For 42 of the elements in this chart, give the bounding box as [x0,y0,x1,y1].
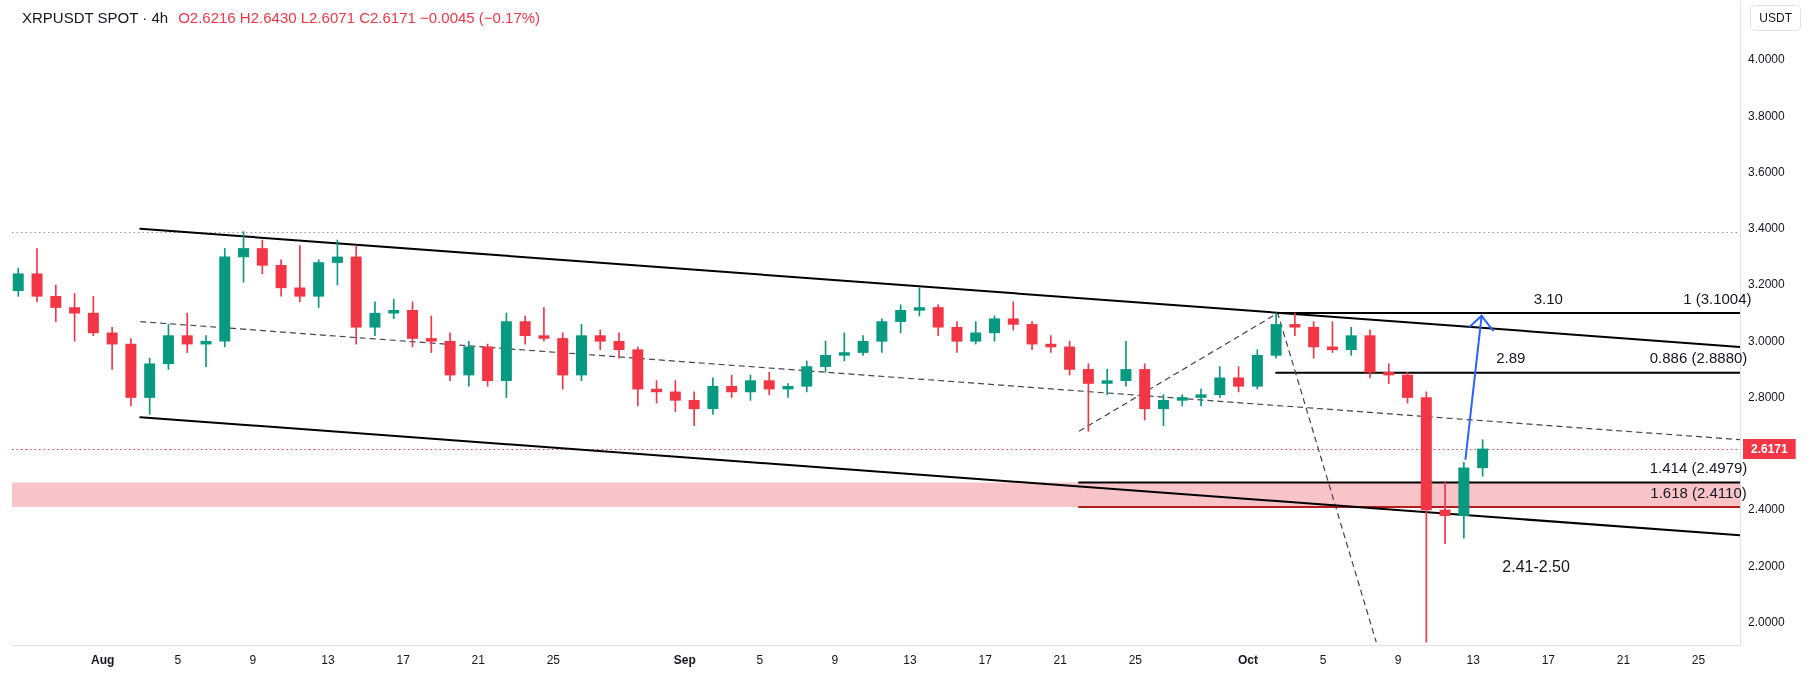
x-tick-label: Sep [673,652,696,667]
annotation: 2.89 [1496,349,1526,367]
y-tick-label: 3.4000 [1748,221,1786,236]
x-tick-label: Oct [1237,652,1258,667]
x-tick-label: 21 [1053,652,1068,667]
x-tick-label: 21 [471,652,486,667]
y-tick-label: 2.0000 [1748,614,1786,629]
x-tick-label: 9 [1394,652,1402,667]
x-tick-label: 9 [249,652,257,667]
x-tick-label: 13 [321,652,336,667]
x-tick-label: 17 [396,652,411,667]
annotation: 1.414 (2.4979) [1649,459,1748,477]
x-tick-label: 5 [174,652,182,667]
x-tick-label: 25 [1691,652,1706,667]
annotation: 0.886 (2.8880) [1649,349,1748,367]
x-tick-label: 13 [1466,652,1481,667]
x-tick-label: 25 [1128,652,1143,667]
x-tick-label: 13 [903,652,918,667]
y-tick-label: 2.4000 [1748,502,1786,517]
y-tick-label: 4.0000 [1748,52,1786,67]
x-tick-label: 5 [756,652,764,667]
x-tick-label: 25 [546,652,561,667]
annotation: 1.618 (2.4110) [1650,483,1747,501]
y-axis-title: USDT [1750,5,1801,31]
annotation: 1 (3.1004) [1683,289,1752,307]
x-tick-label: 9 [831,652,839,667]
y-tick-label: 3.8000 [1748,108,1786,123]
x-tick-label: 17 [1541,652,1556,667]
y-tick-label: 3.0000 [1748,333,1786,348]
annotation: 3.10 [1533,289,1563,307]
y-tick-label: 3.6000 [1748,164,1786,179]
y-tick-label: 2.8000 [1748,389,1786,404]
x-tick-label: 5 [1319,652,1327,667]
text: O2.6216 H2.6430 L2.6071 C2.6171 −0.0045 (−0.17%) [178,9,541,26]
x-tick-label: 21 [1616,652,1631,667]
x-tick-label: Aug [91,652,115,667]
y-tick-label: 2.2000 [1748,558,1786,573]
text: XRPUSDT SPOT · 4h [22,9,169,26]
ref-line-label: 2.6171 [1751,442,1789,457]
y-tick-label: 3.2000 [1748,277,1786,292]
x-tick-label: 17 [978,652,993,667]
annotation: 2.41-2.50 [1502,558,1570,576]
